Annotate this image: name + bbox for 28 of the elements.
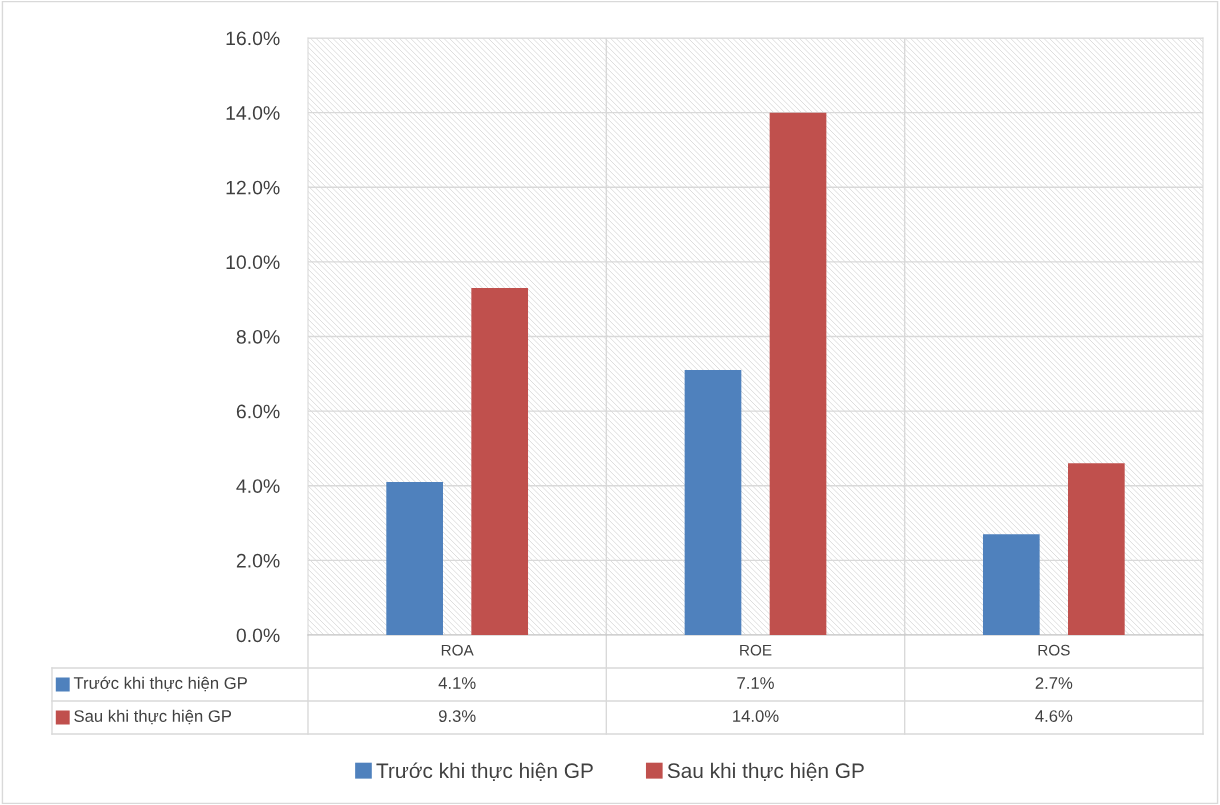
y-tick-label: 16.0% <box>226 31 280 46</box>
legend-label: Trước khi thực hiện GP <box>376 762 593 782</box>
y-tick-label: 6.0% <box>236 404 280 419</box>
data-label: 7.1% <box>737 677 774 689</box>
bar <box>1068 463 1125 635</box>
y-tick-label: 0.0% <box>236 628 280 643</box>
y-tick-label: 10.0% <box>226 255 280 270</box>
legend-label: Sau khi thực hiện GP <box>667 762 864 782</box>
x-tick-label: ROS <box>1038 644 1070 656</box>
text: Trước khi thực hiện GP <box>73 676 247 692</box>
bar <box>769 112 827 635</box>
y-tick-label: 2.0% <box>236 553 280 568</box>
y-tick-label: 8.0% <box>236 329 280 344</box>
y-tick-label: 14.0% <box>226 106 280 120</box>
y-tick-label: 4.0% <box>236 479 280 493</box>
data-label: 4.6% <box>1035 710 1073 722</box>
text: Sau khi thực hiện GP <box>74 709 232 725</box>
x-tick-label: ROA <box>441 644 474 656</box>
bar <box>982 534 1040 635</box>
bar <box>386 482 443 635</box>
data-label: 14.0% <box>733 710 779 722</box>
bar <box>471 287 529 635</box>
data-label: 4.1% <box>438 677 476 689</box>
data-label: 2.7% <box>1035 677 1073 689</box>
x-tick-label: ROE <box>740 644 772 656</box>
bar <box>684 370 742 635</box>
data-label: 9.3% <box>438 710 476 722</box>
y-tick-label: 12.0% <box>226 180 280 195</box>
